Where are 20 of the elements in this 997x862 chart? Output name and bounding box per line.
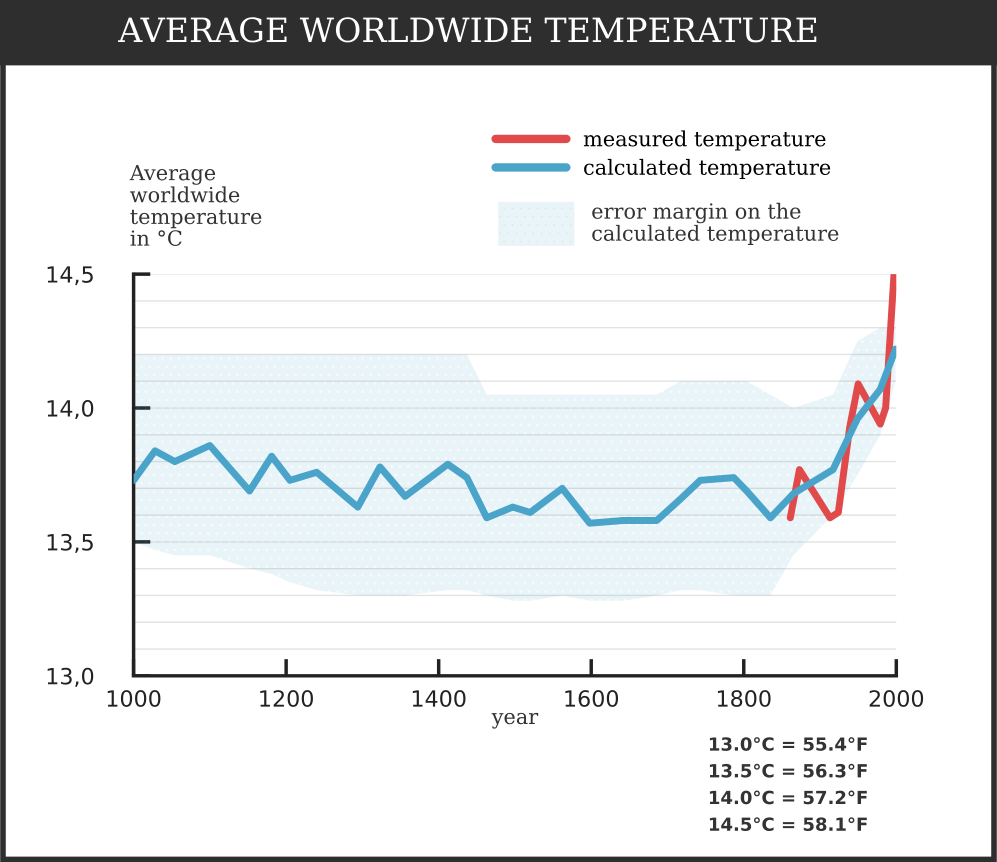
text: 13.5°C = 56.3°F: [710, 764, 867, 778]
legend-label: calculated temperature: [584, 158, 830, 180]
x-tick-label: 1400: [412, 690, 466, 707]
text: 14.5°C = 58.1°F: [710, 817, 867, 832]
x-tick-label: 1000: [108, 690, 160, 707]
x-tick-label: 2000: [870, 690, 924, 707]
text: error margin on the calculated temperature: [592, 202, 838, 246]
text: 14.0°C = 57.2°F: [710, 790, 867, 804]
x-tick-label: 1800: [718, 690, 771, 707]
y-tick-label: 14,0: [48, 400, 94, 420]
y-tick-label: 14,5: [48, 266, 93, 286]
x-axis-title: year: [492, 712, 538, 729]
chart-title: AVERAGE WORLDWIDE TEMPERATURE: [118, 17, 816, 42]
text: 13.0°C = 55.4°F: [710, 737, 867, 751]
y-axis-title: Average worldwide temperature in °C: [130, 164, 262, 246]
legend-label: measured temperature: [584, 130, 826, 151]
x-tick-label: 1600: [565, 690, 618, 707]
y-tick-label: 13,5: [48, 534, 93, 553]
y-tick-label: 13,0: [48, 668, 94, 687]
x-tick-label: 1200: [260, 690, 313, 707]
